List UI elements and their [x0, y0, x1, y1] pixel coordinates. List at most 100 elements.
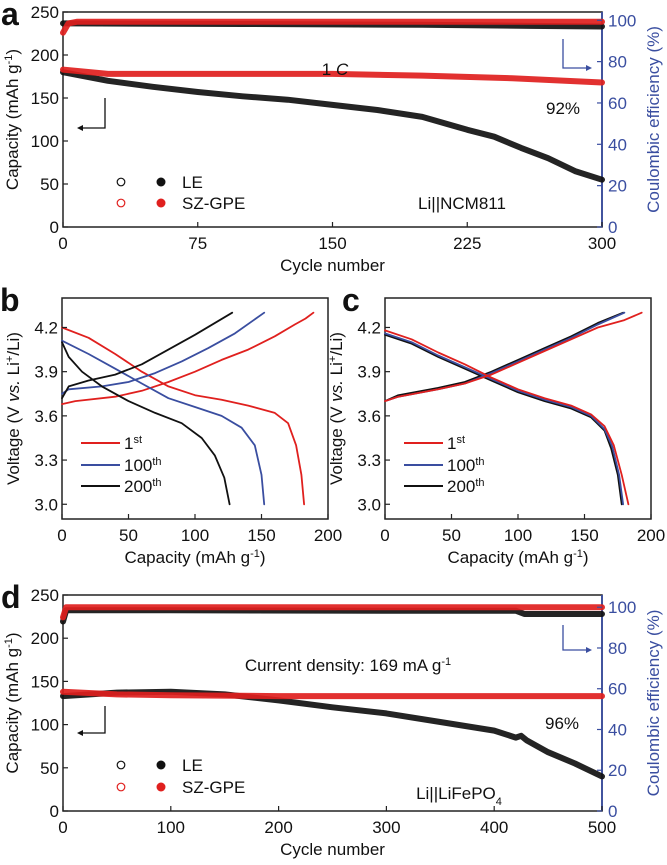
text-part: + — [4, 356, 16, 362]
x-tick-label: 75 — [188, 234, 207, 253]
legend-label: LE — [182, 173, 203, 192]
legend-label: 200th — [124, 477, 162, 496]
legend-item: SZ-GPE — [116, 194, 245, 213]
legend-label: 1st — [447, 434, 465, 453]
text-part: 92% — [546, 99, 580, 118]
y-tick-label: 3.9 — [357, 363, 381, 382]
text-part: th — [152, 456, 161, 468]
text-part: /Li) — [4, 332, 23, 356]
x-tick-label: 150 — [570, 526, 598, 545]
x-tick-label: 500 — [588, 818, 616, 837]
text-part: Capacity (mAh g — [447, 548, 573, 567]
plot-frame — [62, 594, 603, 812]
panel-d: 0 100 200 300 400 500050100150200250020406080… — [1, 579, 663, 859]
text-part: + — [327, 356, 339, 362]
x-tick-label: 0 — [57, 526, 66, 545]
series-1st-charge — [384, 311, 643, 403]
panel-a: 0 75 150 225 300050100150200250020406080100a… — [1, 0, 663, 275]
panel-letter: c — [342, 282, 360, 318]
legend-filled-marker — [156, 198, 166, 208]
y2-tick-label: 0 — [608, 802, 617, 821]
y-axis-label: Voltage (V vs. Li+/Li) — [327, 332, 346, 485]
right-arrow-head-icon — [586, 647, 592, 653]
left-arrow-head-icon — [77, 730, 83, 736]
y-tick-label: 3.0 — [357, 495, 381, 514]
left-axis-arrow — [80, 98, 106, 129]
legend-label: 1st — [124, 434, 142, 453]
text-part: -1 — [573, 548, 583, 560]
y2-tick-label: 100 — [608, 11, 636, 30]
x-tick-label: 50 — [119, 526, 138, 545]
series-le-capacity — [60, 69, 605, 183]
series-200th-charge — [384, 311, 624, 403]
legend-item: 100th — [81, 456, 162, 475]
x-tick-label: 200 — [314, 526, 342, 545]
y-tick-label: 3.9 — [34, 363, 58, 382]
legend-item: 100th — [404, 456, 485, 475]
series-sz-gpe-capacity — [60, 66, 605, 86]
legend-item: SZ-GPE — [116, 778, 245, 797]
cell-annotation: Li||NCM811 — [418, 194, 506, 213]
y-tick-label: 250 — [31, 3, 59, 22]
y2-tick-label: 60 — [608, 680, 627, 699]
x-axis-label: Cycle number — [280, 256, 385, 275]
cell-annotation: Li||LiFePO4 — [416, 784, 502, 808]
y2-tick-label: 80 — [608, 639, 627, 658]
y-tick-label: 150 — [31, 672, 59, 691]
current-density-annotation: Current density: 169 mA g-1 — [245, 656, 451, 675]
right-axis-arrow — [562, 625, 588, 651]
y2-axis-label: Coulombic efficiency (%) — [644, 26, 663, 213]
text-part: vs. — [4, 380, 23, 402]
text-part: 96% — [545, 714, 579, 733]
text-part: st — [133, 434, 142, 446]
y-axis-label: Capacity (mAh g-1) — [3, 632, 22, 773]
text-part: -1 — [3, 638, 15, 648]
text-part: 200 — [124, 477, 152, 496]
y2-tick-label: 80 — [608, 53, 627, 72]
x-tick-label: 0 — [58, 234, 67, 253]
x-tick-label: 0 — [380, 526, 389, 545]
panel-letter: a — [1, 0, 19, 32]
series-200th-charge — [61, 311, 234, 400]
legend-item: LE — [116, 173, 203, 192]
rate-annotation: 1 C — [322, 60, 349, 79]
x-tick-label: 100 — [181, 526, 209, 545]
x-tick-label: 150 — [318, 234, 346, 253]
legend-open-marker — [116, 198, 126, 208]
y-tick-label: 4.2 — [34, 318, 58, 337]
legend-filled-marker — [156, 782, 166, 792]
series-sz-gpe-ce — [60, 604, 605, 621]
text-part: 200 — [447, 477, 475, 496]
text-part: Voltage (V — [327, 402, 346, 485]
text-part: 100 — [447, 456, 475, 475]
x-axis-label: Capacity (mAh g-1) — [124, 548, 265, 567]
retention-annotation: 96% — [545, 714, 579, 733]
panel-c: 0 50 100 150 200 3.0 3.3 3.6 3.9 4.2c Capacity (mA… — [327, 282, 665, 567]
x-tick-label: 200 — [264, 818, 292, 837]
y-tick-label: 3.6 — [357, 407, 381, 426]
y-tick-label: 0 — [50, 802, 59, 821]
text-part: 100 — [124, 456, 152, 475]
text-part: Cycle number — [280, 840, 385, 859]
y2-tick-label: 40 — [608, 720, 627, 739]
text-part: Coulombic efficiency (%) — [644, 26, 663, 213]
text-part: Current density: 169 mA g — [245, 656, 442, 675]
left-arrow-head-icon — [77, 125, 83, 131]
x-axis-label: Capacity (mAh g-1) — [447, 548, 588, 567]
x-tick-label: 50 — [442, 526, 461, 545]
legend-item: 200th — [404, 477, 485, 496]
text-part: st — [456, 434, 465, 446]
text-part: Voltage (V — [4, 402, 23, 485]
y-tick-label: 50 — [40, 175, 59, 194]
panel-letter: d — [1, 579, 21, 615]
text-part: Li||LiFePO — [416, 784, 496, 803]
text-part: C — [336, 60, 349, 79]
text-part: vs. — [327, 380, 346, 402]
legend-item: 200th — [81, 477, 162, 496]
text-part: Capacity (mAh g — [124, 548, 250, 567]
right-arrow-head-icon — [586, 65, 592, 71]
text-part: ) — [3, 49, 22, 55]
x-tick-label: 400 — [480, 818, 508, 837]
x-tick-label: 100 — [504, 526, 532, 545]
x-axis-label: Cycle number — [280, 840, 385, 859]
